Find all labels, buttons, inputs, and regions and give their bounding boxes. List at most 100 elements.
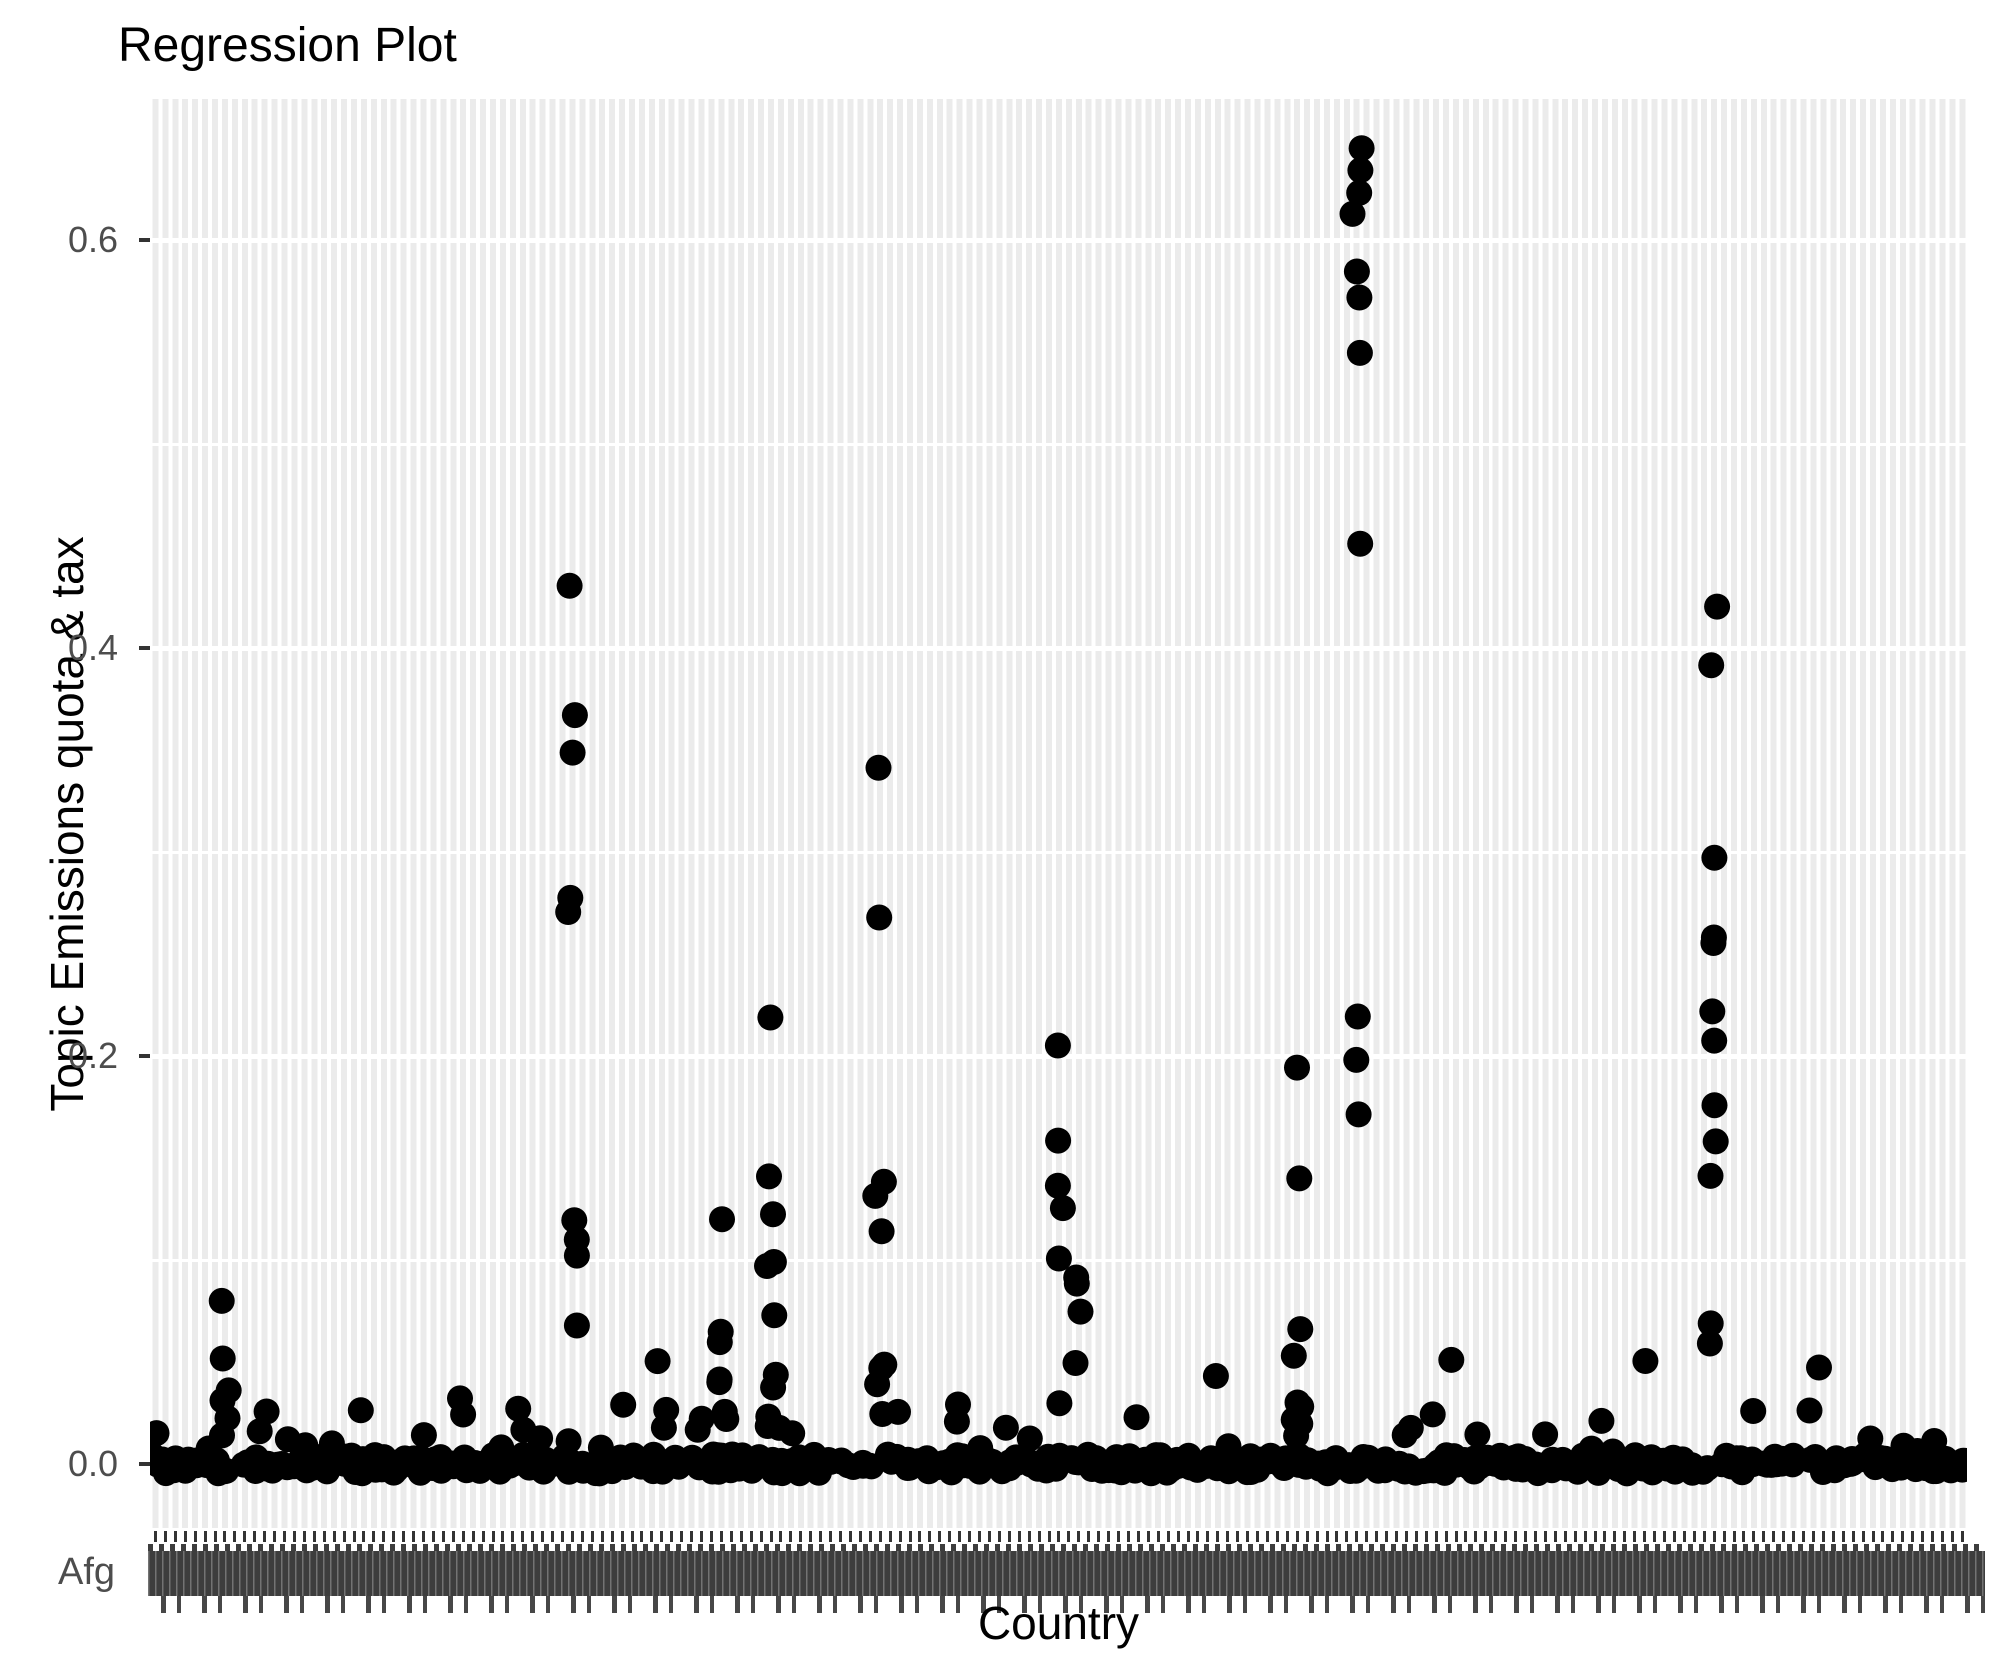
x-tick-mark bbox=[362, 1531, 366, 1542]
x-tick-mark bbox=[908, 1531, 912, 1542]
data-point bbox=[1701, 1092, 1728, 1119]
data-point bbox=[1700, 930, 1727, 956]
x-tick-mark bbox=[322, 1531, 326, 1542]
x-tick-mark bbox=[531, 1531, 535, 1542]
x-tick-mark bbox=[332, 1531, 336, 1542]
x-tick-mark bbox=[610, 1531, 614, 1542]
x-tick-mark bbox=[1117, 1531, 1121, 1542]
x-axis-title: Country bbox=[977, 1597, 1140, 1649]
data-point bbox=[1532, 1421, 1559, 1448]
data-point bbox=[1283, 1422, 1310, 1449]
x-tick-mark bbox=[1643, 1531, 1647, 1542]
data-point bbox=[1044, 1032, 1071, 1059]
x-tick-mark bbox=[1921, 1531, 1925, 1542]
data-point bbox=[1391, 1422, 1418, 1449]
data-point bbox=[246, 1418, 273, 1445]
data-point bbox=[1343, 1046, 1370, 1073]
data-point bbox=[684, 1416, 711, 1443]
y-tick-label-0.2: 0.2 bbox=[67, 1035, 118, 1076]
data-point bbox=[1046, 1390, 1073, 1417]
x-tick-mark bbox=[1474, 1531, 1478, 1542]
x-tick-mark bbox=[1613, 1531, 1617, 1542]
data-point bbox=[253, 1398, 280, 1425]
x-labels-smear-descenders bbox=[148, 1596, 1985, 1613]
data-point bbox=[1067, 1298, 1094, 1325]
x-tick-mark bbox=[938, 1531, 942, 1542]
data-point bbox=[1740, 1398, 1767, 1424]
x-tick-mark bbox=[590, 1531, 594, 1542]
x-tick-mark bbox=[412, 1531, 416, 1542]
data-point bbox=[1698, 652, 1725, 679]
data-point bbox=[1045, 1245, 1072, 1272]
x-tick-mark bbox=[1256, 1531, 1259, 1542]
x-tick-mark bbox=[749, 1531, 753, 1542]
x-tick-mark bbox=[422, 1531, 426, 1542]
data-point bbox=[563, 1242, 590, 1269]
x-tick-mark bbox=[481, 1531, 485, 1542]
x-tick-mark bbox=[878, 1531, 882, 1542]
data-point bbox=[650, 1414, 677, 1441]
data-point bbox=[1044, 1172, 1071, 1199]
x-tick-mark bbox=[1087, 1531, 1091, 1542]
data-point bbox=[1696, 1330, 1723, 1357]
data-point bbox=[943, 1408, 970, 1435]
x-tick-mark bbox=[461, 1531, 465, 1542]
x-tick-mark bbox=[789, 1531, 793, 1542]
gridline-y-0.5 bbox=[150, 442, 1967, 446]
x-tick-mark bbox=[471, 1531, 475, 1542]
x-tick-mark bbox=[1097, 1531, 1101, 1542]
x-tick-mark bbox=[1206, 1531, 1210, 1542]
x-tick-mark bbox=[799, 1531, 803, 1542]
x-tick-mark bbox=[312, 1531, 316, 1542]
data-point bbox=[1949, 1456, 1967, 1483]
data-point bbox=[610, 1391, 637, 1418]
x-tick-mark bbox=[541, 1531, 545, 1542]
data-point bbox=[1062, 1350, 1089, 1376]
x-tick-mark bbox=[670, 1531, 674, 1542]
y-tick-mark bbox=[139, 1462, 150, 1466]
x-tick-mark bbox=[819, 1531, 823, 1542]
y-tick-mark bbox=[139, 238, 150, 242]
x-tick-mark bbox=[1444, 1531, 1448, 1542]
x-tick-mark bbox=[1881, 1531, 1885, 1542]
x-tick-mark bbox=[1901, 1531, 1905, 1542]
x-tick-mark bbox=[1931, 1531, 1935, 1542]
data-point bbox=[1347, 157, 1374, 184]
data-point bbox=[1701, 844, 1728, 871]
x-tick-mark bbox=[382, 1531, 386, 1542]
x-tick-mark bbox=[1494, 1531, 1498, 1542]
data-point bbox=[1346, 179, 1373, 206]
x-tick-mark bbox=[1792, 1531, 1796, 1542]
data-point bbox=[1343, 258, 1370, 285]
x-tick-mark bbox=[739, 1531, 743, 1542]
data-point bbox=[1806, 1354, 1832, 1381]
x-tick-mark bbox=[163, 1531, 167, 1542]
x-tick-mark bbox=[1911, 1531, 1915, 1542]
data-point bbox=[208, 1287, 235, 1314]
x-tick-mark bbox=[1385, 1531, 1389, 1542]
x-tick-mark bbox=[203, 1531, 207, 1542]
data-point bbox=[1419, 1401, 1446, 1428]
data-point bbox=[992, 1414, 1019, 1441]
data-point bbox=[347, 1397, 374, 1424]
x-tick-mark bbox=[809, 1531, 813, 1542]
x-tick-mark bbox=[1782, 1531, 1786, 1542]
x-tick-mark bbox=[1861, 1531, 1865, 1542]
x-tick-mark bbox=[580, 1531, 584, 1542]
x-tick-mark bbox=[1176, 1531, 1180, 1542]
x-tick-mark bbox=[769, 1531, 773, 1542]
x-labels-smear-ascenders bbox=[148, 1544, 1985, 1552]
data-point bbox=[885, 1398, 911, 1425]
data-point bbox=[706, 1329, 733, 1356]
x-tick-mark bbox=[620, 1531, 624, 1542]
x-tick-mark bbox=[1226, 1531, 1230, 1542]
x-tick-mark bbox=[154, 1531, 157, 1542]
x-tick-mark bbox=[1265, 1531, 1269, 1542]
x-tick-mark bbox=[1146, 1531, 1150, 1542]
x-tick-mark bbox=[1811, 1531, 1815, 1542]
x-tick-mark bbox=[1960, 1531, 1964, 1542]
data-point bbox=[760, 1201, 786, 1228]
data-point bbox=[706, 1369, 733, 1396]
x-tick-mark bbox=[292, 1531, 296, 1542]
data-point bbox=[862, 1182, 889, 1209]
